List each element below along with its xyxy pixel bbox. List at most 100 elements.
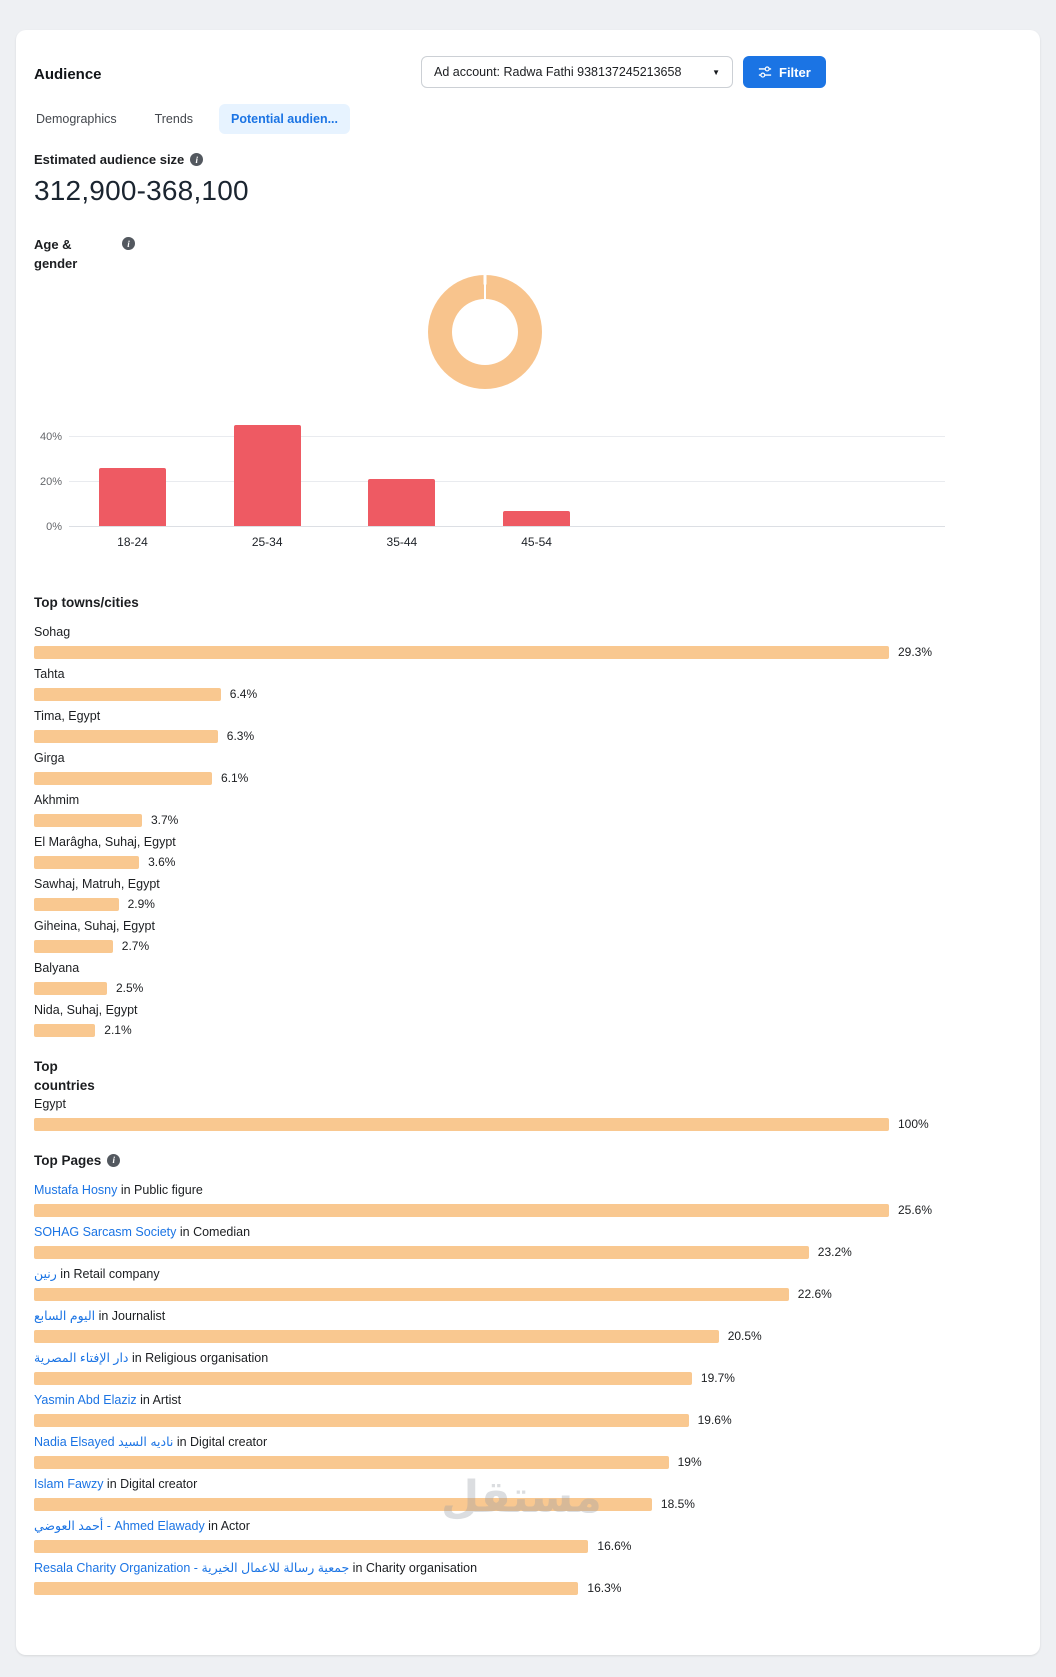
page-link[interactable]: SOHAG Sarcasm Society [34, 1225, 177, 1239]
tab-demographics[interactable]: Demographics [36, 112, 117, 126]
pages-heading-label: Top Pages [34, 1153, 102, 1168]
page-link[interactable]: Nadia Elsayed ناديه السيد [34, 1435, 174, 1449]
ad-account-selector[interactable]: Ad account: Radwa Fathi 938137245213658 … [421, 56, 733, 88]
horizontal-bar [34, 1539, 589, 1553]
bar-value-label: 23.2% [817, 1245, 852, 1259]
page-label: Yasmin Abd Elaziz in Artist [34, 1393, 1022, 1408]
age-bar [368, 478, 436, 526]
row-label: Egypt [34, 1097, 66, 1111]
bar-line: 2.1% [34, 1023, 1022, 1037]
page-category: in Digital creator [173, 1435, 268, 1449]
page-link[interactable]: Mustafa Hosny [34, 1183, 118, 1197]
estimated-audience-value: 312,900-368,100 [34, 175, 249, 206]
bar-line: 22.6% [34, 1287, 1022, 1301]
page-link[interactable]: اليوم السابع [34, 1309, 96, 1323]
horizontal-bar [34, 939, 113, 953]
bar-value-label: 16.6% [597, 1539, 632, 1553]
page-label: Mustafa Hosny in Public figure [34, 1183, 1022, 1198]
list-item: Yasmin Abd Elaziz in Artist 19.6% [34, 1393, 1022, 1427]
info-icon[interactable]: i [190, 153, 204, 166]
page-link[interactable]: دار الإفتاء المصرية [34, 1351, 129, 1365]
header-controls: Ad account: Radwa Fathi 938137245213658 … [421, 56, 826, 88]
page-category: in Public figure [117, 1183, 203, 1197]
countries-heading: Top countries [34, 1059, 95, 1093]
page-label: أحمد العوضي - Ahmed Elawady in Actor [34, 1519, 1022, 1534]
pages-rows: Mustafa Hosny in Public figure 25.6% SOHAG… [34, 1183, 1022, 1595]
bar-value-label: 29.3% [898, 645, 933, 659]
page-category: in Retail company [56, 1267, 160, 1281]
bar-value-label: 6.4% [229, 687, 258, 701]
age-bar [233, 424, 301, 526]
gridline [69, 436, 945, 437]
horizontal-bar [34, 645, 889, 659]
row-label: Sawhaj, Matruh, Egypt [34, 877, 160, 891]
tab-potential-audience[interactable]: Potential audien... [219, 104, 351, 134]
page-link[interactable]: رنين [34, 1267, 57, 1281]
horizontal-bar [34, 1497, 652, 1511]
bar-line: 3.6% [34, 855, 1022, 869]
bar-line: 2.7% [34, 939, 1022, 953]
page-link[interactable]: Islam Fawzy [34, 1477, 104, 1491]
page-category: in Actor [204, 1519, 250, 1533]
filter-button[interactable]: Filter [743, 56, 826, 88]
bar-line: 19.6% [34, 1413, 1022, 1427]
bar-value-label: 6.1% [221, 771, 249, 785]
row-label: El Marâgha, Suhaj, Egypt [34, 835, 176, 849]
row-label: Girga [34, 751, 65, 765]
horizontal-bar [34, 1455, 669, 1469]
bar-value-label: 2.1% [104, 1023, 132, 1037]
list-item: Girga 6.1% [34, 751, 1022, 785]
x-tick-label: 35-44 [386, 535, 418, 549]
info-icon[interactable]: i [107, 1154, 121, 1167]
bar-line: 16.6% [34, 1539, 1022, 1553]
list-item: Akhmim 3.7% [34, 793, 1022, 827]
list-item: Mustafa Hosny in Public figure 25.6% [34, 1183, 1022, 1217]
page-label: اليوم السابع in Journalist [34, 1309, 1022, 1324]
page-category: in Digital creator [103, 1477, 198, 1491]
page-link[interactable]: Resala Charity Organization - جمعية رسال… [34, 1561, 350, 1575]
towns-rows: Sohag 29.3% Tahta 6.4% Tima, Egypt 6.3% Girga 6… [34, 625, 1022, 1037]
x-tick-label: 18-24 [117, 535, 148, 549]
page-category: in Artist [136, 1393, 182, 1407]
info-icon[interactable]: i [122, 237, 135, 250]
bar-line: 23.2% [34, 1245, 1022, 1259]
row-label: Giheina, Suhaj, Egypt [34, 919, 155, 933]
page-title: Audience [34, 66, 102, 83]
horizontal-bar [34, 1413, 689, 1427]
bar-value-label: 19.6% [697, 1413, 732, 1427]
countries-rows: Egypt 100% [34, 1097, 1022, 1131]
age-gender-label: Age & gender [34, 237, 78, 271]
bar-line: 6.1% [34, 771, 1022, 785]
list-item: El Marâgha, Suhaj, Egypt 3.6% [34, 835, 1022, 869]
page-link[interactable]: Yasmin Abd Elaziz [34, 1393, 137, 1407]
row-label: Nida, Suhaj, Egypt [34, 1003, 138, 1017]
page-label: Islam Fawzy in Digital creator [34, 1477, 1022, 1492]
list-item: أحمد العوضي - Ahmed Elawady in Actor 16.6… [34, 1519, 1022, 1553]
bar-line: 3.7% [34, 813, 1022, 827]
horizontal-bar [34, 1245, 809, 1259]
content-card: Audience Ad account: Radwa Fathi 9381372… [16, 30, 1040, 1655]
horizontal-bar [34, 771, 212, 785]
gridline [69, 481, 945, 482]
row-label: Balyana [34, 961, 80, 975]
page-label: Nadia Elsayed ناديه السيد in Digital cre… [34, 1435, 1022, 1450]
list-item: دار الإفتاء المصرية in Religious organis… [34, 1351, 1022, 1385]
horizontal-bar [34, 981, 107, 995]
estimated-audience-label: Estimated audience size [34, 152, 185, 167]
page-category: in Comedian [176, 1225, 251, 1239]
age-bar-plot: 0% 20% 40% 18-24 25-34 35-44 45-54 [34, 407, 1022, 549]
page-link[interactable]: أحمد العوضي - Ahmed Elawady [34, 1519, 205, 1533]
list-item: Nida, Suhaj, Egypt 2.1% [34, 1003, 1022, 1037]
list-item: Sawhaj, Matruh, Egypt 2.9% [34, 877, 1022, 911]
header: Audience Ad account: Radwa Fathi 9381372… [34, 56, 1022, 96]
x-tick-label: 25-34 [251, 535, 283, 549]
bar-line: 2.9% [34, 897, 1022, 911]
page-label: رنين in Retail company [34, 1267, 1022, 1282]
bar-value-label: 2.5% [116, 981, 144, 995]
list-item: Resala Charity Organization - جمعية رسال… [34, 1561, 1022, 1595]
list-item: Nadia Elsayed ناديه السيد in Digital cre… [34, 1435, 1022, 1469]
tab-trends[interactable]: Trends [154, 112, 194, 126]
list-item: Islam Fawzy in Digital creator 18.5% [34, 1477, 1022, 1511]
y-tick-label: 20% [39, 476, 62, 488]
bar-value-label: 6.3% [226, 729, 255, 743]
